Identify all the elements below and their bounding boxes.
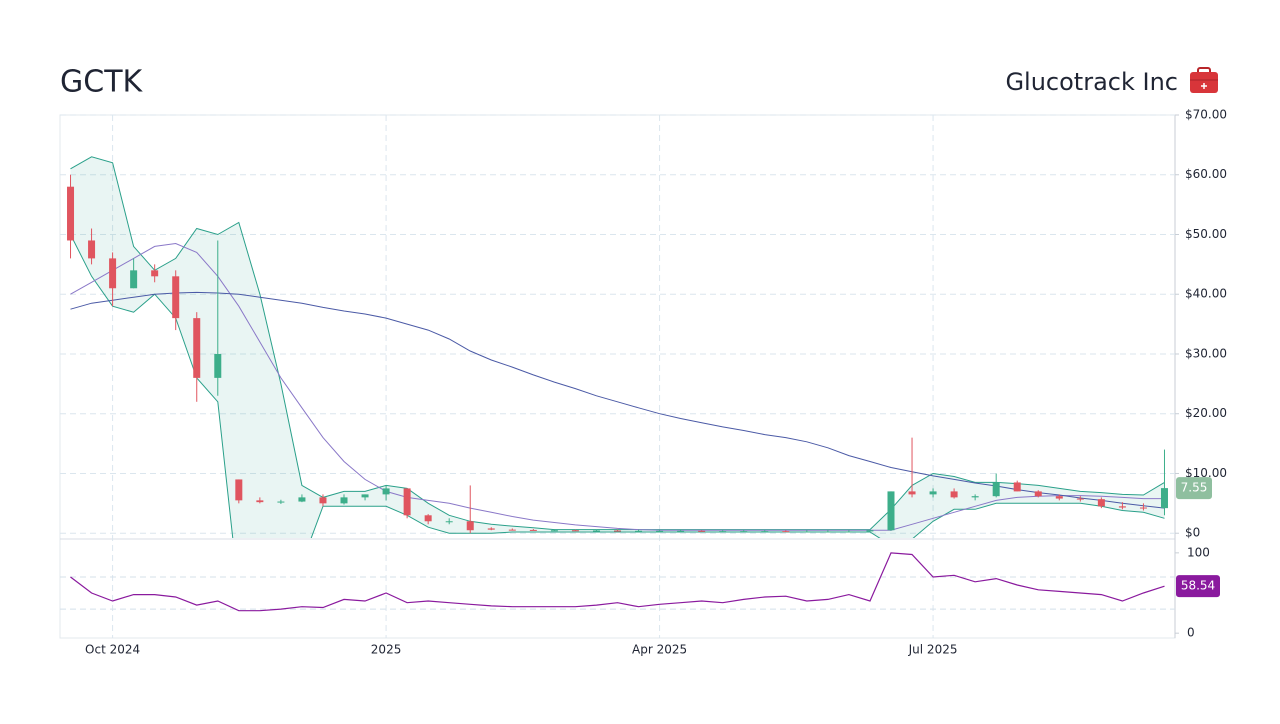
y-tick-label: $50.00 [1185, 227, 1227, 241]
candle-body [487, 528, 495, 530]
candle-body [382, 488, 390, 495]
candle-body [908, 491, 916, 495]
candle-body [614, 530, 621, 532]
candle-body [761, 531, 769, 533]
candle-body [571, 530, 579, 532]
last-price-label: 7.55 [1181, 481, 1208, 495]
y-tick-label: $60.00 [1185, 167, 1227, 181]
candle-body [193, 318, 201, 378]
bollinger-lower [70, 234, 1165, 538]
candle-body [1076, 498, 1084, 500]
x-tick-label: Apr 2025 [632, 643, 687, 657]
candle-body [719, 531, 727, 533]
candle-body [109, 258, 117, 289]
candle-body [992, 482, 1000, 497]
candle-body [550, 530, 558, 532]
candle-body [1139, 507, 1147, 509]
candle-body [803, 531, 811, 533]
x-tick-label: Jul 2025 [908, 643, 958, 657]
candle-body [256, 500, 264, 503]
candle-body [1097, 499, 1105, 507]
candle-body [950, 491, 958, 498]
y-tick-label: $10.00 [1185, 466, 1227, 480]
candle-body [635, 530, 643, 532]
candle-body [130, 270, 138, 289]
company-icon [1190, 67, 1218, 93]
candle-body [298, 497, 306, 502]
candle-body [929, 491, 937, 495]
moving-average [70, 242, 1165, 531]
candle-body [1013, 482, 1021, 492]
candle-body [866, 530, 874, 532]
candle-body [361, 494, 369, 498]
candle-body [172, 276, 180, 319]
candle-body [466, 521, 474, 531]
candle-body [887, 491, 895, 531]
y-tick-label: $30.00 [1185, 346, 1227, 360]
moving-average [70, 291, 1165, 509]
company-name: Glucotrack Inc [1005, 68, 1178, 96]
candle-body [677, 530, 685, 532]
candle-body [740, 531, 748, 533]
rsi-tick-label: 100 [1187, 545, 1210, 559]
candle-body [824, 531, 832, 533]
candle-body [1055, 496, 1063, 499]
x-tick-label: Oct 2024 [85, 643, 140, 657]
candle-body [782, 531, 790, 533]
candle-body [1118, 506, 1126, 508]
candle-body [971, 496, 979, 498]
candle-body [151, 270, 159, 277]
bollinger-upper [70, 156, 1165, 531]
candle-body [340, 497, 348, 504]
x-tick-label: 2025 [371, 643, 402, 657]
candle-body [845, 531, 853, 533]
candle-body [698, 530, 706, 532]
y-tick-label: $40.00 [1185, 287, 1227, 301]
candle-body [235, 479, 243, 501]
last-price-badge [1176, 477, 1212, 500]
candle-body [1034, 491, 1042, 497]
rsi-badge [1176, 575, 1220, 598]
rsi-line [70, 552, 1165, 612]
bollinger-band-area [70, 156, 1165, 538]
candle-body [277, 501, 285, 503]
candle-body [1160, 488, 1168, 509]
candle-body [88, 240, 96, 259]
candle-body [656, 530, 664, 532]
candle-body [403, 488, 411, 516]
candle-body [508, 529, 516, 531]
rsi-tick-label: 0 [1187, 626, 1195, 640]
candle-body [424, 515, 432, 522]
rsi-last-label: 58.54 [1181, 579, 1215, 593]
y-tick-label: $20.00 [1185, 406, 1227, 420]
y-tick-label: $70.00 [1185, 108, 1227, 122]
y-tick-label: $0 [1185, 526, 1200, 540]
candle-body [319, 497, 327, 504]
candle-body [445, 521, 453, 523]
candle-body [67, 186, 75, 241]
candle-body [214, 353, 222, 378]
candle-body [592, 530, 600, 532]
candle-body [529, 529, 537, 531]
ticker-title: GCTK [60, 65, 144, 100]
